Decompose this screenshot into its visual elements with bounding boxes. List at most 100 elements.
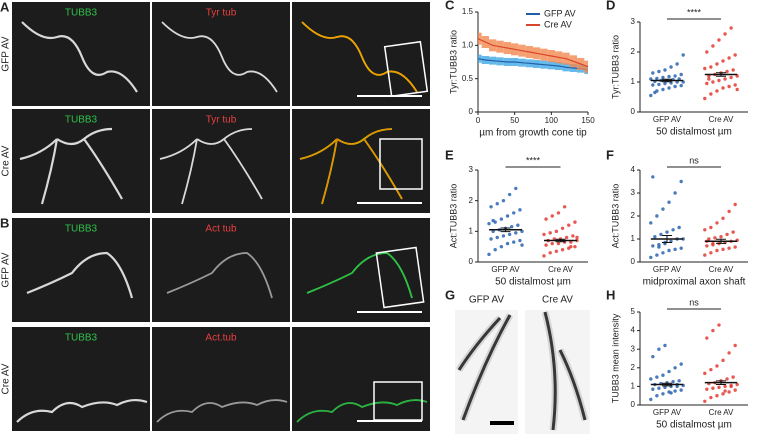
data-point: [518, 208, 522, 212]
data-point: [514, 231, 518, 235]
data-point: [542, 232, 546, 237]
data-point: [657, 245, 661, 249]
data-point: [667, 369, 671, 374]
row-label: GFP AV: [1, 252, 12, 288]
data-point: [499, 244, 504, 249]
data-point: [715, 364, 719, 368]
series-line: [477, 58, 589, 71]
data-point: [651, 71, 655, 75]
data-point: [715, 248, 719, 253]
data-point: [671, 380, 675, 384]
data-point: [491, 218, 495, 223]
y-axis-label: TUBB3 mean intensity: [610, 313, 620, 403]
data-point: [661, 251, 665, 255]
data-point: [725, 232, 729, 237]
data-point: [703, 228, 707, 232]
y-tick-label: 1: [631, 234, 636, 243]
micrograph: TUBB3: [12, 218, 150, 322]
data-point: [653, 90, 657, 95]
data-point: [495, 235, 499, 240]
data-point: [673, 84, 677, 89]
data-point: [727, 209, 731, 214]
data-point: [671, 228, 675, 232]
y-tick-label: 0: [631, 257, 636, 266]
data-point: [663, 81, 667, 86]
panel-label: H: [606, 287, 615, 302]
data-point: [723, 32, 727, 36]
micrograph-background: [292, 109, 430, 213]
legend-label: Cre AV: [544, 19, 572, 29]
data-point: [711, 328, 715, 333]
axon: [19, 127, 123, 205]
data-point: [507, 192, 512, 197]
axon: [21, 21, 138, 93]
data-point: [727, 246, 731, 250]
data-point: [673, 191, 677, 195]
data-point: [703, 96, 707, 101]
panel-label: C: [445, 0, 455, 12]
data-point: [717, 323, 721, 327]
data-point: [573, 220, 577, 224]
axon-halo: [456, 313, 514, 422]
data-point: [493, 248, 497, 252]
y-axis-label: Tyr:TUBB3 ratio: [610, 35, 620, 99]
data-point: [667, 248, 671, 253]
data-point: [681, 53, 685, 57]
legend-label: GFP AV: [544, 8, 576, 18]
micrograph-background: [152, 327, 290, 431]
micrograph: Act.tub: [152, 327, 290, 431]
data-point: [571, 234, 575, 238]
y-tick-label: 4: [631, 165, 636, 174]
y-tick-label: 1: [631, 382, 636, 391]
row-label: GFP AV: [1, 36, 12, 72]
data-point: [651, 244, 655, 248]
data-point: [657, 69, 661, 74]
data-point: [715, 62, 719, 66]
y-tick-label: 0: [469, 107, 474, 116]
data-point: [705, 50, 709, 54]
data-point: [512, 211, 516, 215]
data-point: [675, 62, 679, 66]
axon: [166, 252, 273, 299]
axon-overlay: [306, 252, 413, 299]
data-point: [709, 367, 713, 372]
data-point: [723, 389, 727, 393]
error-bar: [716, 72, 726, 77]
data-point: [711, 386, 715, 390]
data-point: [560, 226, 565, 230]
channel-label: TUBB3: [65, 333, 98, 344]
data-point: [562, 205, 567, 209]
axon-overlay: [301, 21, 418, 93]
data-point: [709, 395, 713, 400]
data-point: [651, 387, 655, 391]
data-point: [659, 232, 663, 237]
data-point: [733, 83, 737, 87]
data-point: [575, 235, 579, 240]
data-point: [661, 87, 665, 92]
data-point: [725, 377, 729, 381]
panel-label: B: [0, 215, 9, 230]
data-point: [679, 388, 683, 392]
x-tick-label: GFP AV: [653, 115, 682, 124]
error-bar: [716, 380, 726, 386]
data-point: [649, 397, 653, 402]
data-point: [544, 243, 548, 247]
inset-box: [375, 246, 425, 309]
data-point: [661, 373, 665, 377]
data-point: [715, 221, 719, 225]
data-point: [667, 86, 671, 90]
y-tick-label: 4: [631, 326, 636, 335]
data-point: [673, 366, 677, 370]
data-point: [489, 205, 493, 209]
micrograph: TUBB3: [12, 327, 150, 431]
micrograph: [292, 2, 430, 106]
image-label: Cre AV: [542, 295, 573, 306]
x-axis-label: 50 distalmost µm: [656, 420, 732, 431]
data-point: [721, 358, 725, 363]
inset-box: [383, 40, 429, 98]
x-tick-label: Cre AV: [709, 115, 734, 124]
x-tick-label: 50: [510, 116, 519, 125]
micrograph: TUBB3: [12, 109, 150, 213]
data-point: [735, 382, 739, 387]
